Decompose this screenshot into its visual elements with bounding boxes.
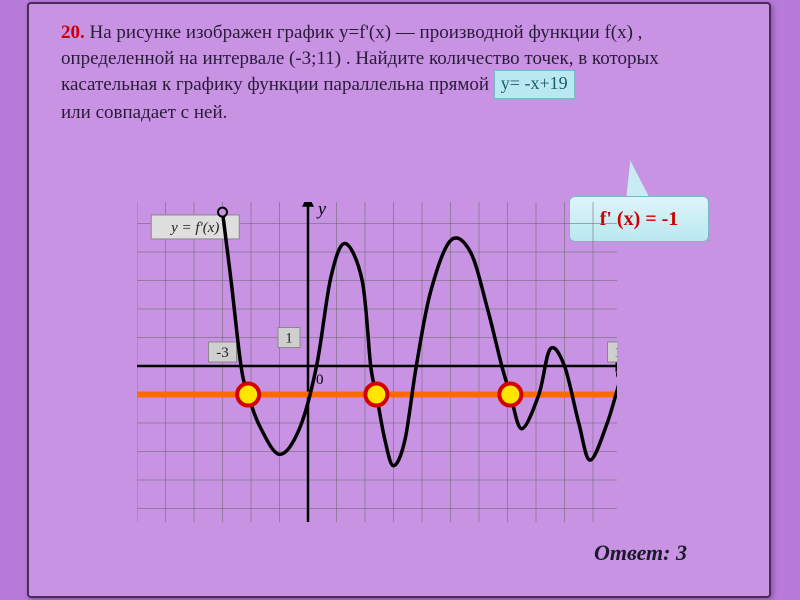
answer-label: Ответ: xyxy=(594,540,670,565)
svg-text:y = f'(x): y = f'(x) xyxy=(169,220,219,236)
svg-text:11: 11 xyxy=(614,345,617,361)
problem-number: 20. xyxy=(61,22,85,43)
answer: Ответ: 3 xyxy=(594,540,687,566)
card: 20. На рисунке изображен график y=f'(x) … xyxy=(27,2,771,598)
svg-text:y: y xyxy=(316,202,326,219)
svg-text:1: 1 xyxy=(285,331,293,347)
answer-value: 3 xyxy=(676,540,687,565)
problem-text: 20. На рисунке изображен график y=f'(x) … xyxy=(61,20,741,125)
svg-text:-3: -3 xyxy=(216,345,229,361)
problem-body-2: или совпадает с ней. xyxy=(61,102,227,123)
derivative-graph: xy0-3111y = f'(x) xyxy=(137,202,617,522)
line-equation-box: y= -x+19 xyxy=(494,70,575,98)
svg-text:0: 0 xyxy=(316,372,324,388)
